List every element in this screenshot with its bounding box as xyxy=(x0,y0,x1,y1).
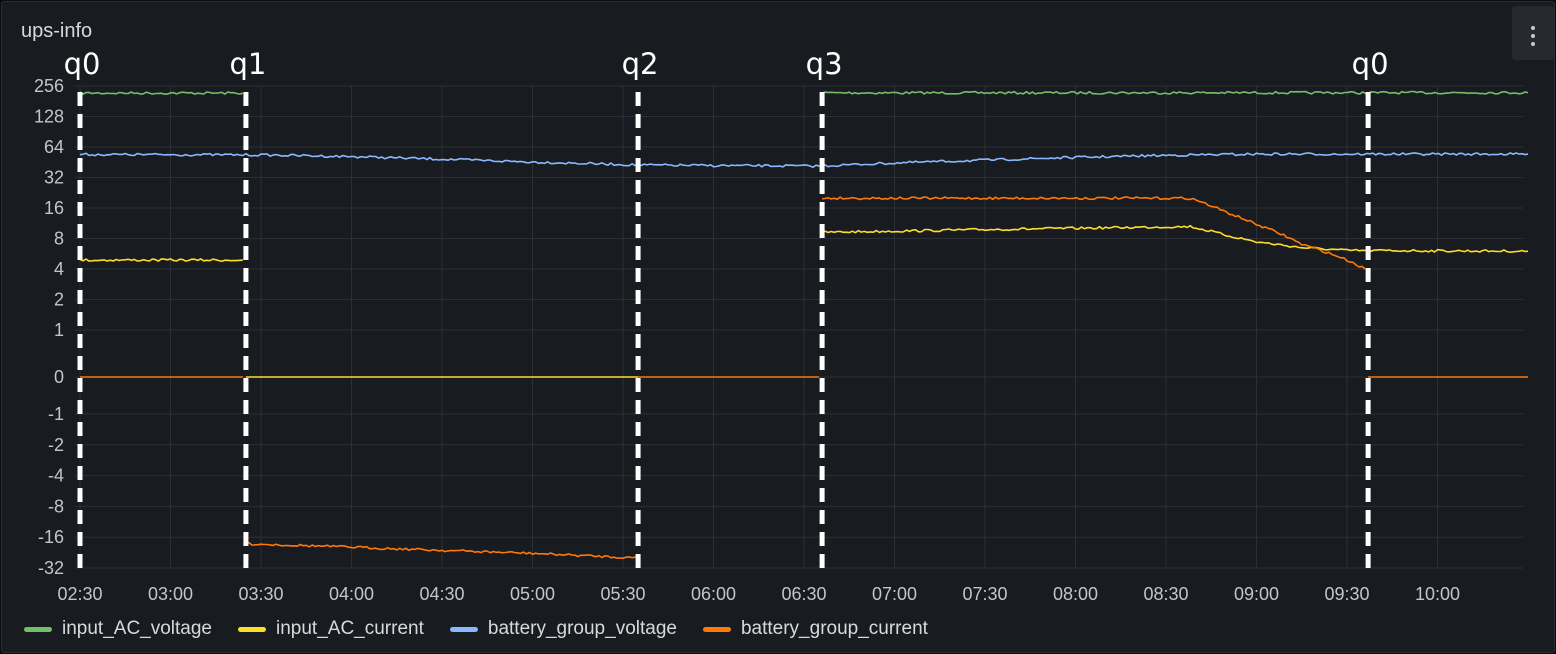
y-tick-label: 8 xyxy=(54,229,64,249)
y-tick-label: -8 xyxy=(48,496,64,516)
y-tick-label: 256 xyxy=(34,76,64,96)
chart-annotations: q0 q1 q2 q3 q0 xyxy=(64,47,1389,568)
annotation-label: q0 xyxy=(1352,47,1389,81)
x-tick-label: 08:00 xyxy=(1053,584,1098,604)
chart-series xyxy=(79,90,1529,560)
y-tick-label: 32 xyxy=(44,168,64,188)
y-tick-label: -4 xyxy=(48,466,64,486)
annotation-label: q1 xyxy=(229,47,266,81)
x-tick-label: 02:30 xyxy=(57,584,102,604)
vertical-dots-icon xyxy=(1531,42,1535,46)
chart-legend: input_AC_voltage input_AC_current battery_… xyxy=(24,618,928,640)
x-tick-label: 07:00 xyxy=(872,584,917,604)
legend-swatch xyxy=(702,626,731,632)
y-tick-label: 64 xyxy=(44,137,64,157)
x-tick-label: 06:30 xyxy=(781,584,826,604)
y-tick-label: -1 xyxy=(48,404,64,424)
chart-grid xyxy=(75,85,1523,569)
y-tick-label: 4 xyxy=(54,259,64,279)
y-tick-label: 0 xyxy=(54,367,64,387)
annotation-label: q3 xyxy=(806,47,843,81)
y-axis: 256 128 64 32 16 8 4 2 1 0 -1 -2 -4 -8 -16 -32 xyxy=(34,76,64,578)
x-axis: 02:30 03:00 03:30 04:00 04:30 05:00 05:30 06:00… xyxy=(57,584,1460,604)
annotation-label: q2 xyxy=(622,47,659,81)
x-tick-label: 05:00 xyxy=(510,584,555,604)
x-tick-label: 04:00 xyxy=(329,584,374,604)
panel-title: ups-info xyxy=(21,20,93,42)
x-tick-label: 09:00 xyxy=(1234,584,1279,604)
y-tick-label: 1 xyxy=(54,320,64,340)
y-tick-label: 16 xyxy=(44,198,64,218)
legend-item[interactable]: battery_group_current xyxy=(702,618,928,640)
x-tick-label: 06:00 xyxy=(691,584,736,604)
vertical-dots-icon xyxy=(1531,26,1535,30)
legend-swatch xyxy=(238,626,266,632)
annotation-label: q0 xyxy=(64,47,101,81)
x-tick-label: 08:30 xyxy=(1143,584,1188,604)
legend-item[interactable]: battery_group_voltage xyxy=(449,618,677,640)
x-tick-label: 04:30 xyxy=(419,584,464,604)
x-tick-label: 10:00 xyxy=(1415,584,1460,604)
legend-swatch xyxy=(24,626,52,632)
legend-label: input_AC_current xyxy=(276,618,424,639)
legend-label: battery_group_current xyxy=(740,618,928,639)
legend-label: battery_group_voltage xyxy=(487,618,677,639)
series-line-battery_group_current xyxy=(822,196,1366,270)
legend-item[interactable]: input_AC_voltage xyxy=(24,618,212,640)
vertical-dots-icon xyxy=(1531,34,1535,38)
y-tick-label: -2 xyxy=(48,435,64,455)
series-line-input_AC_voltage xyxy=(79,91,244,95)
x-tick-label: 03:30 xyxy=(238,584,283,604)
legend-swatch xyxy=(449,626,478,632)
y-tick-label: 2 xyxy=(54,290,64,310)
x-tick-label: 03:00 xyxy=(148,584,193,604)
series-line-battery_group_voltage xyxy=(79,152,1529,168)
series-line-battery_group_current xyxy=(245,541,639,560)
y-tick-label: -32 xyxy=(38,558,64,578)
series-line-input_AC_voltage xyxy=(821,90,1529,95)
y-tick-label: -16 xyxy=(38,527,64,547)
legend-label: input_AC_voltage xyxy=(62,618,212,639)
x-tick-label: 09:30 xyxy=(1324,584,1369,604)
y-tick-label: 128 xyxy=(34,107,64,127)
series-line-input_AC_current xyxy=(79,258,243,263)
x-tick-label: 05:30 xyxy=(600,584,645,604)
legend-item[interactable]: input_AC_current xyxy=(238,618,424,640)
panel-menu-button[interactable] xyxy=(1512,6,1554,60)
series-line-input_AC_current xyxy=(822,224,1529,253)
x-tick-label: 07:30 xyxy=(962,584,1007,604)
